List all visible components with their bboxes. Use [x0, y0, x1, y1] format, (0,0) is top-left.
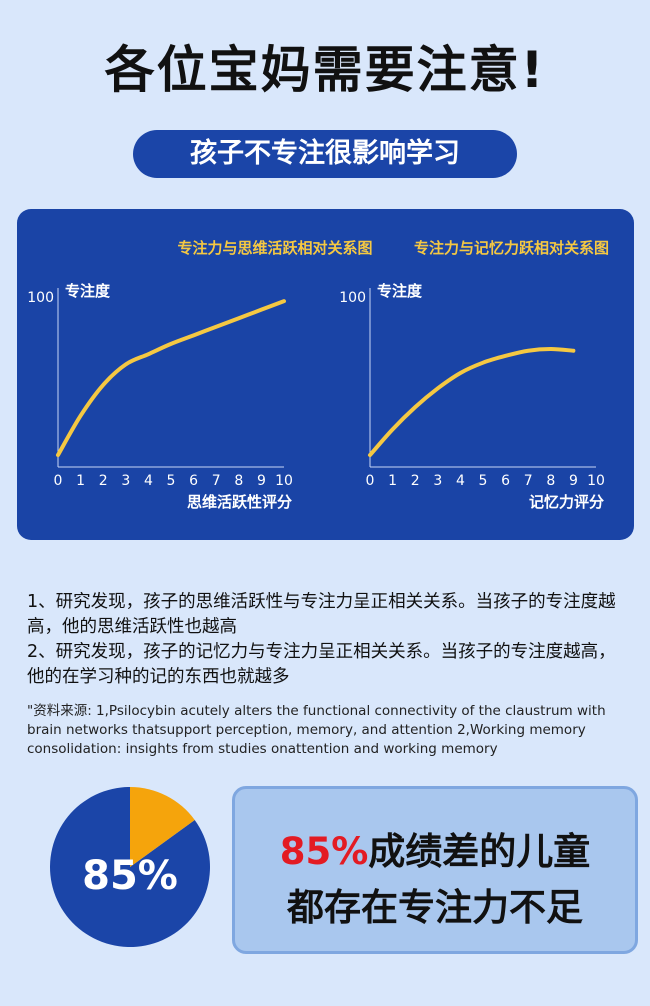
series-line	[368, 347, 576, 458]
callout-line2: 都存在专注力不足	[287, 886, 583, 929]
finding-1: 1、研究发现，孩子的思维活跃性与专注力呈正相关关系。当孩子的专注度越高，他的思维…	[27, 592, 616, 637]
subtitle-banner: 孩子不专注很影响学习	[133, 130, 517, 178]
x-tick-label: 1	[76, 473, 85, 489]
x-tick-label: 7	[524, 473, 533, 489]
x-tick-label: 7	[212, 473, 221, 489]
x-tick-label: 9	[569, 473, 578, 489]
findings: 1、研究发现，孩子的思维活跃性与专注力呈正相关关系。当孩子的专注度越高，他的思维…	[27, 590, 627, 690]
chart-title: 专注力与思维活跃相对关系图	[177, 239, 372, 257]
x-tick-label: 4	[144, 473, 153, 489]
charts-panel: 专注力与思维活跃相对关系图 100 专注度 0 1 2 3 4 5 6 7 8 9 10 思维活跃性评分 专注…	[17, 209, 634, 540]
x-tick-label: 6	[501, 473, 510, 489]
finding-2: 2、研究发现，孩子的记忆力与专注力呈正相关关系。当孩子的专注度越高，他的在学习种…	[27, 642, 616, 687]
x-tick-label: 6	[189, 473, 198, 489]
x-tick-label: 8	[546, 473, 555, 489]
y-axis-label: 专注度	[377, 282, 423, 300]
source-note: "资料来源: 1,Psilocybin acutely alters the f…	[27, 703, 606, 757]
x-tick-label: 5	[479, 473, 488, 489]
x-tick-label: 0	[54, 473, 63, 489]
y-axis-label: 专注度	[65, 282, 111, 300]
pie-chart: 85%	[49, 787, 210, 947]
pie-slice	[130, 787, 195, 867]
callout-line1: 成绩差的儿童	[368, 830, 591, 873]
x-tick-label: 10	[587, 473, 605, 489]
x-tick-label: 8	[234, 473, 243, 489]
x-tick-label: 10	[275, 473, 293, 489]
pie-label: 85%	[82, 853, 178, 899]
page-title: 各位宝妈需要注意!	[104, 41, 546, 99]
x-tick-label: 0	[366, 473, 375, 489]
x-axis-label: 思维活跃性评分	[187, 493, 292, 511]
y-tick-label: 100	[27, 290, 54, 306]
x-tick-label: 1	[388, 473, 397, 489]
x-tick-label: 9	[257, 473, 266, 489]
x-tick-label: 2	[411, 473, 420, 489]
x-tick-label: 5	[167, 473, 176, 489]
series-line	[56, 299, 286, 458]
x-tick-label: 3	[433, 473, 442, 489]
callout-pct: 85%	[279, 830, 369, 873]
chart-title: 专注力与记忆力跃相对关系图	[414, 239, 609, 257]
x-tick-label: 3	[121, 473, 130, 489]
callout-box: 85%成绩差的儿童 都存在专注力不足	[232, 786, 638, 954]
x-tick-label: 4	[456, 473, 465, 489]
x-axis-label: 记忆力评分	[529, 493, 604, 511]
x-tick-label: 2	[99, 473, 108, 489]
y-tick-label: 100	[339, 290, 366, 306]
